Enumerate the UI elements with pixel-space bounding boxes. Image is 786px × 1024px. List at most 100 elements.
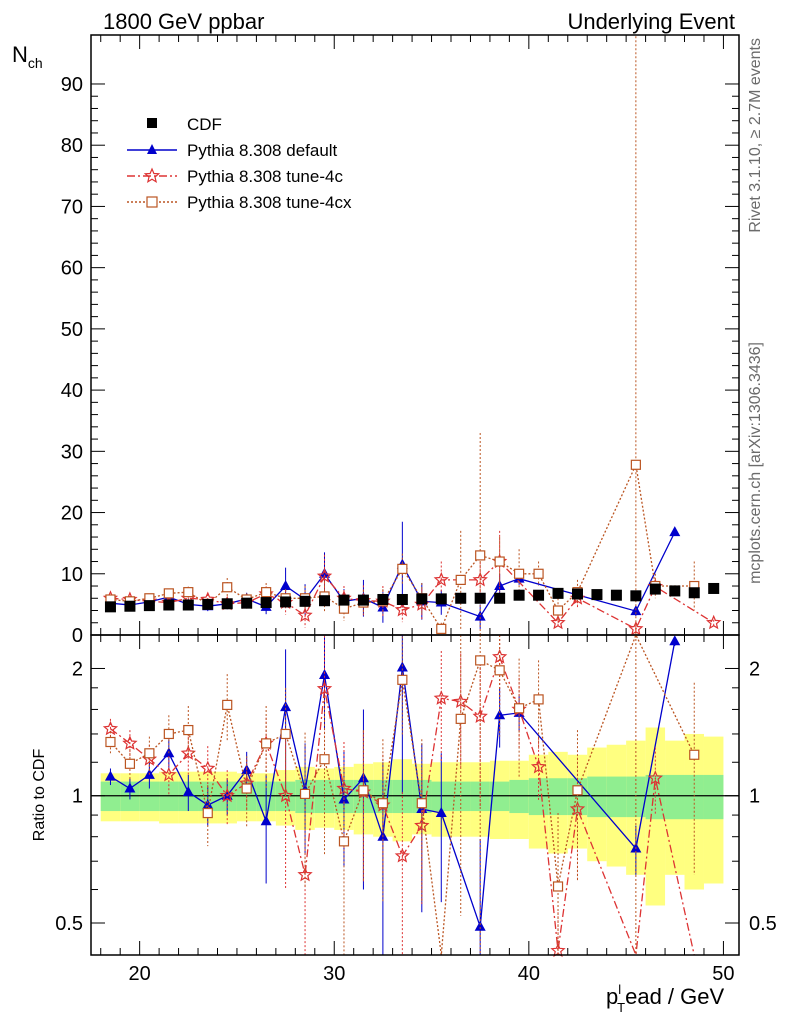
ratio-point xyxy=(396,661,408,672)
main-ytick-label: 20 xyxy=(61,503,83,525)
main-point xyxy=(316,568,333,583)
ratio-point xyxy=(161,766,177,782)
main-ytick-label: 10 xyxy=(61,564,83,586)
ratio-xlabel: pl Tead / GeV xyxy=(606,982,724,1015)
ratio-point xyxy=(202,807,213,819)
ratio-point xyxy=(319,669,331,680)
right-title: Underlying Event xyxy=(567,9,735,34)
main-ytick-label: 50 xyxy=(61,319,83,341)
xlabel-p: p xyxy=(606,984,618,1009)
ratio-point xyxy=(124,758,136,769)
ratio-point xyxy=(416,798,427,809)
main-cdf-point xyxy=(630,590,642,602)
ratio-point xyxy=(260,815,272,826)
ratio-point xyxy=(104,770,116,781)
legend-marker-tune4cx xyxy=(146,196,158,208)
ratio-point xyxy=(647,770,664,785)
ratio-band-inner xyxy=(606,776,627,818)
main-ytick-label: 30 xyxy=(61,441,83,463)
main-point xyxy=(163,588,174,599)
main-cdf-point xyxy=(416,593,428,605)
main-cdf-point xyxy=(357,594,369,606)
main-cdf-point xyxy=(338,594,350,606)
ratio-point xyxy=(200,760,216,775)
ratio-frame xyxy=(90,634,740,956)
ratio-band-inner xyxy=(509,779,529,814)
main-cdf-point xyxy=(299,595,311,607)
main-point xyxy=(494,580,506,591)
ratio-series xyxy=(102,633,700,958)
main-panel: 0 10 20 30 40 50 60 70 80 90 xyxy=(61,34,740,647)
ratio-point xyxy=(435,807,447,818)
ratio-point xyxy=(280,701,292,712)
main-cdf-point xyxy=(221,598,233,610)
main-line xyxy=(110,531,676,618)
ratio-point xyxy=(455,713,466,724)
main-point xyxy=(436,623,447,634)
ratio-ylabel: Ratio to CDF xyxy=(31,749,48,842)
main-ylabel: Nch xyxy=(12,42,43,71)
ratio-point xyxy=(277,787,294,803)
main-cdf-point xyxy=(280,596,292,608)
main-cdf-point xyxy=(571,588,583,600)
main-point xyxy=(706,614,722,630)
ratio-ticks: 0.5 0.5 1 1 2 2 20 30 40 50 xyxy=(55,635,777,985)
ratio-point xyxy=(122,735,138,750)
main-point xyxy=(514,568,525,579)
main-ytick-label: 90 xyxy=(61,74,83,96)
main-point xyxy=(397,563,408,574)
main-cdf-point xyxy=(104,601,116,613)
ratio-point xyxy=(241,783,252,794)
main-point xyxy=(630,459,641,470)
ratio-point xyxy=(689,749,700,760)
ratio-point xyxy=(669,635,681,646)
ratio-line xyxy=(110,654,695,956)
main-cdf-point xyxy=(552,587,564,599)
main-ylabel-main: N xyxy=(12,42,28,67)
legend-marker-cdf xyxy=(147,118,157,128)
ratio-ytick-label-right: 0.5 xyxy=(749,913,777,935)
main-ytick-label: 80 xyxy=(61,135,83,157)
ratio-band-inner xyxy=(665,774,685,820)
ratio-point xyxy=(182,786,194,797)
ratio-panel: 0.5 0.5 1 1 2 2 20 30 40 50 xyxy=(55,633,777,985)
legend-label-default: Pythia 8.308 default xyxy=(187,141,338,160)
legend-marker-tune4c xyxy=(143,167,161,183)
xlabel-sub: T xyxy=(617,1000,625,1015)
main-point xyxy=(550,614,566,630)
main-point xyxy=(183,587,194,598)
main-cdf-point xyxy=(435,593,447,605)
legend-label-tune4cx: Pythia 8.308 tune-4cx xyxy=(187,193,352,212)
main-point xyxy=(261,587,272,598)
main-cdf-point xyxy=(377,593,389,605)
ratio-point xyxy=(222,699,233,711)
main-cdf-point xyxy=(143,600,155,612)
ratio-point xyxy=(338,836,350,847)
ratio-point xyxy=(530,758,547,774)
main-cdf-point xyxy=(610,589,622,601)
ratio-point xyxy=(533,694,544,705)
legend: CDF Pythia 8.308 default Pythia 8.308 tu… xyxy=(127,115,352,212)
main-point xyxy=(474,610,486,621)
ratio-xtick-label: 50 xyxy=(712,963,734,985)
main-point xyxy=(280,580,292,591)
main-point xyxy=(455,574,466,585)
main-point xyxy=(494,556,505,567)
ratio-point xyxy=(358,785,369,796)
ratio-point xyxy=(183,724,194,736)
ratio-ytick-label: 2 xyxy=(72,658,83,680)
ratio-point xyxy=(299,788,311,800)
legend-marker-default xyxy=(147,144,157,154)
main-point xyxy=(222,582,233,593)
main-ytick-label: 0 xyxy=(72,625,83,647)
ratio-ytick-label-right: 1 xyxy=(749,786,760,808)
main-line xyxy=(110,462,695,631)
ratio-point xyxy=(397,674,408,685)
main-cdf-point xyxy=(688,587,700,599)
mcplots-label: mcplots.cern.ch [arXiv:1306.3436] xyxy=(747,342,764,584)
main-cdf-point xyxy=(396,593,408,605)
legend-label-cdf: CDF xyxy=(187,115,222,134)
xlabel-rest: ead / GeV xyxy=(625,984,724,1009)
main-cdf-point xyxy=(591,589,603,601)
